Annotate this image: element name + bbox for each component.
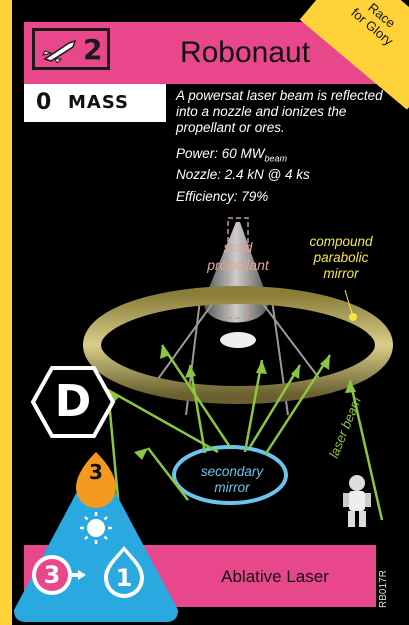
card-title: Robonaut	[179, 36, 311, 69]
mass-value: 0	[36, 90, 52, 115]
mirror-label-line1: compound	[309, 234, 373, 249]
fuel-cost: 3	[89, 460, 103, 484]
fuel-drop-icon	[76, 452, 116, 508]
rocket-icon	[42, 39, 77, 63]
solid-propellant-label: solid propellant	[198, 238, 278, 274]
card-code: RB017R	[378, 570, 389, 608]
spectral-type-hex	[30, 366, 116, 438]
parabolic-mirror-label: compound parabolic mirror	[296, 234, 386, 282]
power-text: Power: 60 MW	[176, 146, 265, 161]
promotion-to: 1	[115, 564, 133, 592]
propellant-outline	[227, 217, 249, 319]
secondary-label-line1: secondary	[200, 464, 264, 479]
power-stat: Power: 60 MWbeam	[176, 146, 287, 164]
promotion-from: 3	[43, 561, 61, 589]
thrust-value: 2	[83, 33, 103, 66]
astronaut-icon	[343, 475, 371, 527]
efficiency-stat: Efficiency: 79%	[176, 189, 269, 204]
nozzle-stat: Nozzle: 2.4 kN @ 4 ks	[176, 167, 310, 182]
parabolic-mirror	[83, 286, 393, 404]
secondary-mirror-label: secondary mirror	[190, 464, 274, 496]
solid-label-line2: propellant	[207, 257, 269, 273]
sun-icon	[80, 512, 112, 544]
mass-box: 0 MASS	[24, 84, 166, 122]
solid-label-line1: solid	[223, 239, 253, 255]
thruster-illustration	[83, 217, 393, 527]
card-description: A powersat laser beam is reflected into …	[176, 88, 383, 135]
promotion-panel	[14, 452, 178, 622]
side-name: Ablative Laser	[221, 567, 329, 586]
secondary-label-line2: mirror	[214, 480, 250, 495]
mirror-label-line3: mirror	[323, 266, 359, 281]
mass-label: MASS	[68, 92, 129, 113]
thrust-badge: 2	[32, 28, 110, 70]
power-subscript: beam	[264, 153, 288, 164]
mirror-label-line2: parabolic	[313, 250, 369, 265]
side-stripe	[0, 0, 12, 625]
spectral-type: D	[54, 376, 92, 427]
